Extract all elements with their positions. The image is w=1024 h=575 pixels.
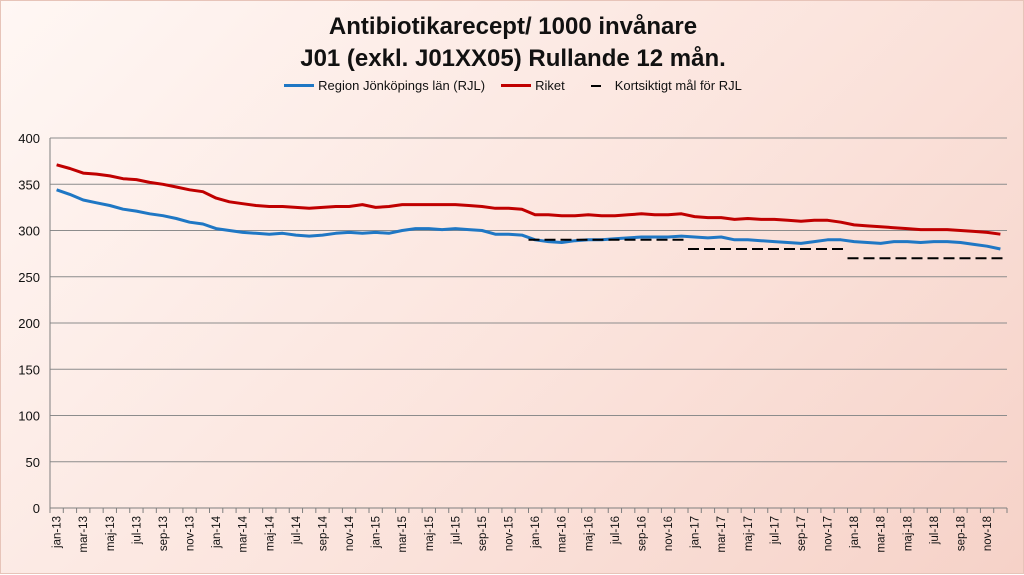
y-tick-label: 150 [18, 362, 40, 377]
x-tick-label: jan-17 [690, 516, 702, 549]
legend-item-rjl: Region Jönköpings län (RJL) [284, 78, 485, 93]
x-tick-label: jan-13 [52, 516, 64, 549]
x-tick-label: nov-16 [663, 516, 675, 551]
y-tick-label: 100 [18, 409, 40, 424]
x-tick-label: mar-18 [876, 516, 888, 552]
x-tick-label: nov-15 [504, 516, 516, 551]
y-tick-label: 350 [18, 177, 40, 192]
x-tick-label: mar-17 [716, 516, 728, 552]
y-tick-label: 0 [33, 501, 40, 516]
y-tick-label: 400 [18, 131, 40, 146]
x-tick-label: jul-17 [769, 516, 781, 545]
x-tick-label: jul-13 [131, 516, 143, 545]
x-tick-label: maj-18 [902, 516, 914, 551]
x-tick-label: sep-16 [636, 516, 648, 551]
legend-label-riket: Riket [535, 78, 565, 93]
x-tick-label: maj-15 [424, 516, 436, 551]
x-tick-label: maj-16 [583, 516, 595, 551]
x-tick-label: sep-17 [796, 516, 808, 551]
chart-legend: Region Jönköpings län (RJL) Riket Kortsi… [1, 78, 1024, 93]
x-tick-label: sep-14 [317, 515, 329, 551]
legend-swatch-riket [501, 84, 532, 87]
x-tick-label: maj-14 [264, 515, 276, 551]
chart-title-line-2: J01 (exkl. J01XX05) Rullande 12 mån. [300, 45, 726, 72]
x-tick-label: mar-14 [238, 515, 250, 552]
x-tick-label: sep-15 [477, 516, 489, 551]
x-tick-label: maj-17 [743, 516, 755, 551]
x-tick-label: mar-16 [557, 516, 569, 552]
x-tick-label: sep-18 [955, 516, 967, 551]
x-tick-label: nov-17 [823, 516, 835, 551]
series-line-0 [56, 188, 1001, 251]
x-tick-label: nov-18 [982, 516, 994, 551]
x-tick-label: jan-14 [211, 515, 223, 549]
chart-title: Antibiotikarecept/ 1000 invånare J01 (ex… [1, 11, 1024, 75]
y-tick-label: 50 [26, 455, 40, 470]
legend-item-target: Kortsiktigt mål för RJL [581, 78, 742, 93]
x-tick-label: nov-13 [185, 516, 197, 551]
legend-label-rjl: Region Jönköpings län (RJL) [318, 78, 486, 93]
x-tick-label: jan-18 [849, 516, 861, 549]
x-tick-label: nov-14 [344, 515, 356, 551]
y-tick-label: 300 [18, 224, 40, 239]
y-tick-label: 250 [18, 270, 40, 285]
legend-swatch-rjl [284, 84, 315, 87]
x-tick-label: mar-13 [78, 516, 90, 552]
x-tick-label: maj-13 [105, 516, 117, 551]
x-tick-label: jul-14 [291, 515, 303, 545]
x-tick-label: jul-16 [610, 516, 622, 545]
series-line-1 [56, 163, 1001, 236]
y-tick-label: 200 [18, 316, 40, 331]
x-tick-label: sep-13 [158, 516, 170, 551]
legend-item-riket: Riket [501, 78, 565, 93]
x-tick-label: mar-15 [397, 516, 409, 552]
legend-swatch-target [590, 84, 601, 87]
legend-label-target: Kortsiktigt mål för RJL [614, 78, 742, 93]
x-tick-label: jul-18 [929, 516, 941, 545]
x-tick-label: jan-16 [530, 516, 542, 549]
x-tick-label: jul-15 [450, 516, 462, 545]
x-tick-label: jan-15 [371, 516, 383, 549]
chart-title-line-1: Antibiotikarecept/ 1000 invånare [328, 13, 698, 40]
